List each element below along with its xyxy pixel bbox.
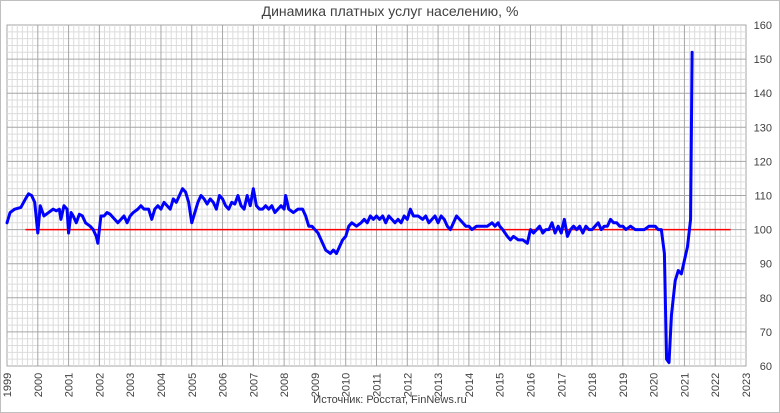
y-tick-label: 120 (754, 156, 772, 168)
series-line-0 (5, 50, 694, 365)
chart-title: Динамика платных услуг населению, % (261, 3, 519, 19)
x-tick-label: 2016 (525, 373, 537, 397)
y-tick-label: 70 (760, 327, 772, 339)
x-tick-label: 1999 (2, 373, 14, 397)
y-tick-label: 130 (754, 122, 772, 134)
x-tick-label: 2021 (679, 373, 691, 397)
x-tick-label: 2023 (741, 373, 753, 397)
x-tick-label: 2011 (372, 373, 384, 397)
x-tick-label: 2015 (495, 373, 507, 397)
x-tick-label: 2001 (64, 373, 76, 397)
y-tick-label: 60 (760, 361, 772, 373)
y-axis-ticks: 60 70 80 90 100 110 120 130 140 150 160 (754, 20, 772, 373)
x-tick-label: 2020 (649, 373, 661, 397)
x-tick-label: 2002 (94, 373, 106, 397)
x-tick-label: 2019 (618, 373, 630, 397)
y-tick-label: 160 (754, 20, 772, 32)
x-tick-label: 2000 (33, 373, 45, 397)
y-tick-label: 110 (754, 191, 772, 203)
x-tick-label: 2005 (187, 373, 199, 397)
x-tick-label: 2014 (464, 373, 476, 397)
x-tick-label: 2004 (156, 373, 168, 397)
y-tick-label: 140 (754, 88, 772, 100)
x-tick-label: 2017 (556, 373, 568, 397)
chart-source: Источник: Росстат, FinNews.ru (313, 394, 467, 406)
y-tick-label: 100 (754, 225, 772, 237)
x-tick-label: 2009 (310, 373, 322, 397)
x-axis-ticks: 1999 2000 2001 2002 2003 2004 2005 2006 2007 2008… (2, 373, 753, 397)
y-tick-label: 90 (760, 259, 772, 271)
x-tick-label: 2013 (433, 373, 445, 397)
x-tick-label: 2012 (402, 373, 414, 397)
y-tick-label: 150 (754, 54, 772, 66)
x-tick-label: 2010 (341, 373, 353, 397)
y-tick-label: 80 (760, 293, 772, 305)
x-tick-label: 2022 (710, 373, 722, 397)
x-tick-label: 2007 (248, 373, 260, 397)
x-tick-label: 2018 (587, 373, 599, 397)
x-tick-label: 2003 (125, 373, 137, 397)
x-tick-label: 2006 (218, 373, 230, 397)
x-tick-label: 2008 (279, 373, 291, 397)
series-group (5, 50, 694, 365)
